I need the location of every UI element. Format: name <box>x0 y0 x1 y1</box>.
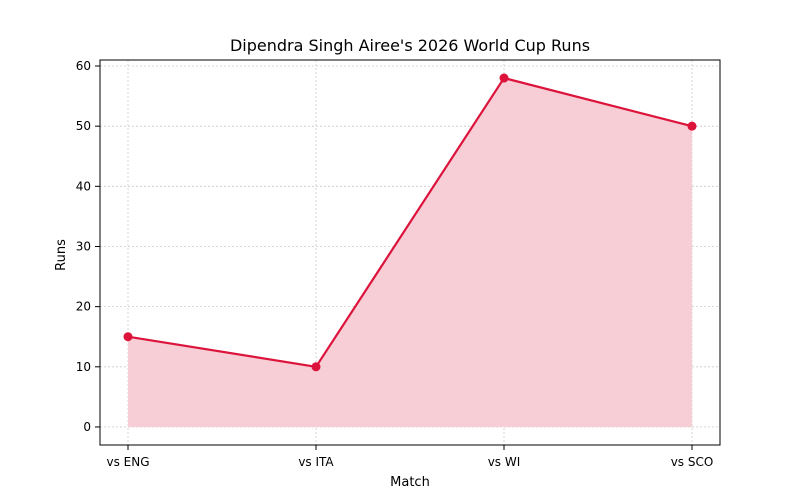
chart-title: Dipendra Singh Airee's 2026 World Cup Ru… <box>230 36 590 55</box>
x-tick-label: vs ENG <box>106 455 149 469</box>
y-tick-label: 20 <box>76 300 91 314</box>
series-area-fill <box>128 78 692 427</box>
line-layer <box>127 76 693 368</box>
x-tick-label: vs ITA <box>298 455 334 469</box>
x-tick-layer: vs ENG vs ITA vs WI vs SCO <box>106 445 713 469</box>
x-tick-label: vs SCO <box>671 455 714 469</box>
marker-layer <box>123 73 697 372</box>
y-tick-label: 0 <box>83 420 91 434</box>
y-tick-label: 10 <box>76 360 91 374</box>
y-tick-layer: 0 10 20 30 40 50 60 <box>76 59 100 434</box>
x-tick-label: vs WI <box>488 455 521 469</box>
y-tick-label: 50 <box>76 119 91 133</box>
y-tick-label: 40 <box>76 179 91 193</box>
data-point-marker <box>687 121 697 131</box>
x-axis-label: Match <box>390 475 430 490</box>
y-tick-label: 30 <box>76 239 91 253</box>
data-point-marker <box>311 362 321 372</box>
y-axis-label: Runs <box>54 239 69 271</box>
series-line <box>127 76 693 368</box>
data-point-marker <box>499 73 509 83</box>
y-tick-label: 60 <box>76 59 91 73</box>
area-layer <box>128 78 692 427</box>
data-point-marker <box>123 332 133 342</box>
plot-frame <box>99 59 721 446</box>
